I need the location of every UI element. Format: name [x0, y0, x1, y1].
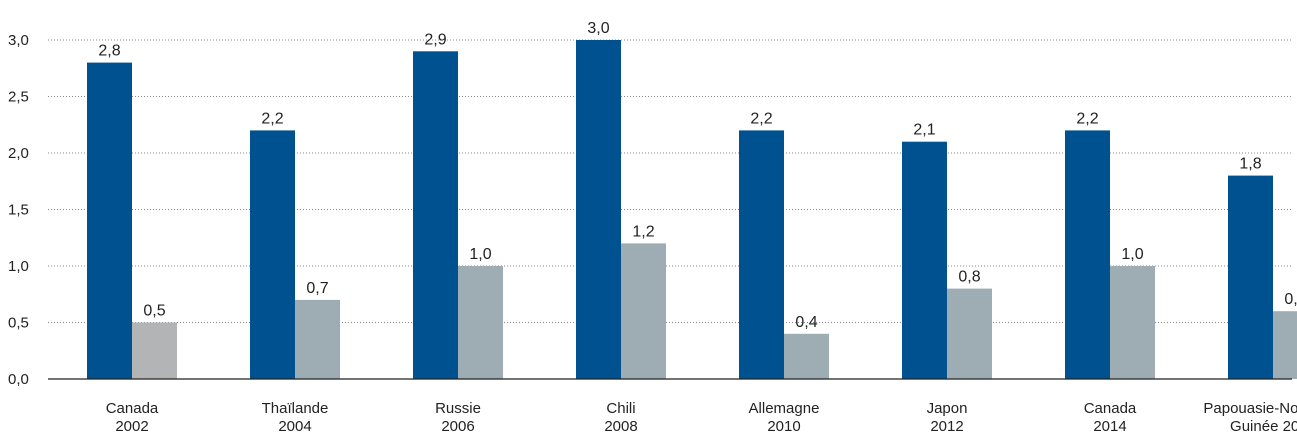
bar-series-2 [947, 288, 992, 379]
data-label: 0,5 [143, 303, 165, 320]
x-category-label: 2012 [930, 418, 963, 435]
bar-series-2 [458, 266, 503, 379]
data-label: 2,8 [98, 43, 120, 60]
data-label: 1,8 [1239, 156, 1261, 173]
data-label: 2,9 [424, 31, 446, 48]
y-tick-label: 0,0 [8, 371, 29, 388]
x-category-label: Russie [435, 400, 481, 417]
data-label: 2,1 [913, 122, 935, 139]
data-label: 0,4 [795, 314, 817, 331]
bar-series-1 [87, 62, 132, 379]
x-category-label: Thaïlande [262, 400, 329, 417]
data-label: 1,2 [632, 223, 654, 240]
data-label: 0,6 [1284, 291, 1297, 308]
data-label: 2,2 [750, 110, 772, 127]
bar-series-2 [621, 243, 666, 379]
x-category-label: 2002 [115, 418, 148, 435]
x-category-label: 2010 [767, 418, 800, 435]
x-category-label: Canada [106, 400, 159, 417]
bar-series-1 [413, 51, 458, 380]
x-category-label: Allemagne [749, 400, 820, 417]
x-category-label: Japon [927, 400, 968, 417]
x-category-label: 2004 [278, 418, 311, 435]
x-category-label: 2014 [1093, 418, 1126, 435]
y-tick-label: 0,5 [8, 315, 29, 332]
data-label: 0,7 [306, 280, 328, 297]
data-label: 1,0 [469, 246, 491, 263]
bar-series-2 [1110, 266, 1155, 379]
y-tick-label: 1,5 [8, 202, 29, 219]
bar-series-2 [784, 333, 829, 379]
bar-series-1 [902, 141, 947, 379]
y-tick-label: 1,0 [8, 258, 29, 275]
bar-series-1 [739, 130, 784, 379]
x-category-label: 2006 [441, 418, 474, 435]
data-label: 2,2 [1076, 110, 1098, 127]
data-label: 0,8 [958, 269, 980, 286]
data-labels: 2,8 0,5 2,2 0,7 2,9 1,0 3,0 1,2 2,2 0,4 2,1 0,8 2,2 1… [98, 20, 1297, 331]
data-label: 1,0 [1121, 246, 1143, 263]
bar-series-1 [1065, 130, 1110, 379]
y-tick-label: 2,5 [8, 89, 29, 106]
x-category-label: 2008 [604, 418, 637, 435]
bar-series-1 [1228, 175, 1273, 379]
bar-series-2 [1273, 311, 1297, 379]
bars [87, 40, 1297, 380]
x-axis-categories: Canada2002Thaïlande2004Russie2006Chili20… [106, 400, 1297, 435]
bar-series-1 [250, 130, 295, 379]
x-category-label: Guinée 2016 [1230, 418, 1297, 435]
bar-series-1 [576, 40, 621, 379]
data-label: 3,0 [587, 20, 609, 37]
y-axis-ticks: 0,0 0,5 1,0 1,5 2,0 2,5 3,0 [8, 32, 29, 388]
bar-series-2 [132, 322, 177, 379]
y-tick-label: 3,0 [8, 32, 29, 49]
data-label: 2,2 [261, 110, 283, 127]
x-category-label: Papouasie-Nouvelle- [1203, 400, 1297, 417]
y-tick-label: 2,0 [8, 145, 29, 162]
x-category-label: Canada [1084, 400, 1137, 417]
bar-series-2 [295, 299, 340, 379]
x-category-label: Chili [606, 400, 635, 417]
